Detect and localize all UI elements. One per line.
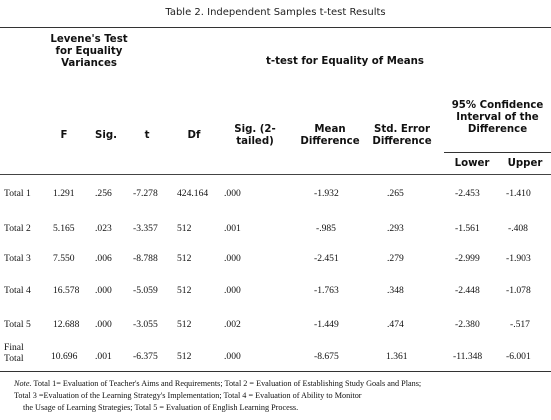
note-line-1: Total 1= Evaluation of Teacher's Aims an… <box>33 379 422 388</box>
cell-sig: .006 <box>95 253 112 264</box>
header-ci: 95% Confidence Interval of the Differenc… <box>451 100 544 135</box>
table-note: Note. Total 1= Evaluation of Teacher's A… <box>14 378 544 414</box>
cell-sig2: .000 <box>224 285 241 296</box>
table-bottom-rule <box>0 371 551 372</box>
cell-sig2: .000 <box>224 188 241 199</box>
cell-t: -3.055 <box>133 319 158 330</box>
table-caption: Table 2. Independent Samples t-test Resu… <box>165 7 386 18</box>
cell-mean-diff: -1.932 <box>314 188 339 199</box>
cell-upper: -.517 <box>510 319 530 330</box>
row-label: Total 2 <box>4 223 31 234</box>
row-label: Total 3 <box>4 253 31 264</box>
cell-t: -3.357 <box>133 223 158 234</box>
cell-se-diff: .265 <box>387 188 404 199</box>
cell-lower: -2.453 <box>455 188 480 199</box>
cell-upper: -.408 <box>508 223 528 234</box>
cell-t: -6.375 <box>133 351 158 362</box>
cell-mean-diff: -2.451 <box>314 253 339 264</box>
cell-sig: .001 <box>95 351 112 362</box>
cell-sig2: .001 <box>224 223 241 234</box>
cell-df: 512 <box>177 351 192 362</box>
cell-f: 12.688 <box>53 319 80 330</box>
cell-lower: -2.380 <box>455 319 480 330</box>
cell-lower: -2.448 <box>455 285 480 296</box>
cell-f: 10.696 <box>51 351 78 362</box>
cell-sig: .023 <box>95 223 112 234</box>
cell-se-diff: .293 <box>387 223 404 234</box>
cell-sig: .000 <box>95 285 112 296</box>
cell-df: 512 <box>177 253 192 264</box>
cell-f: 5.165 <box>53 223 75 234</box>
cell-df: 512 <box>177 319 192 330</box>
header-lower: Lower <box>454 158 490 169</box>
row-label: Total 4 <box>4 285 31 296</box>
header-t: t <box>144 130 150 141</box>
cell-df: 512 <box>177 285 192 296</box>
row-label: Total 5 <box>4 319 31 330</box>
header-upper: Upper <box>507 158 543 169</box>
cell-mean-diff: -1.449 <box>314 319 339 330</box>
cell-sig2: .002 <box>224 319 241 330</box>
note-prefix: Note. <box>14 379 32 388</box>
header-mean-difference: Mean Difference <box>300 124 360 147</box>
header-sig: Sig. <box>95 130 117 141</box>
top-rule <box>0 27 551 28</box>
cell-upper: -1.078 <box>506 285 531 296</box>
cell-upper: -1.410 <box>506 188 531 199</box>
note-line-3: the Usage of Learning Strategies; Total … <box>23 403 299 412</box>
header-bottom-rule <box>0 174 551 175</box>
cell-se-diff: .474 <box>387 319 404 330</box>
cell-df: 512 <box>177 223 192 234</box>
cell-mean-diff: -.985 <box>316 223 336 234</box>
cell-se-diff: .348 <box>387 285 404 296</box>
cell-upper: -6.001 <box>506 351 531 362</box>
cell-f: 7.550 <box>53 253 75 264</box>
cell-upper: -1.903 <box>506 253 531 264</box>
header-ttest: t-test for Equality of Means <box>266 56 424 67</box>
cell-f: 1.291 <box>53 188 75 199</box>
cell-lower: -1.561 <box>455 223 480 234</box>
cell-se-diff: 1.361 <box>386 351 408 362</box>
cell-mean-diff: -8.675 <box>314 351 339 362</box>
header-sig-2tailed: Sig. (2-tailed) <box>234 124 276 147</box>
header-f: F <box>60 130 68 141</box>
cell-t: -8.788 <box>133 253 158 264</box>
cell-lower: -2.999 <box>455 253 480 264</box>
cell-t: -7.278 <box>133 188 158 199</box>
note-line-2: Total 3 =Evaluation of the Learning Stra… <box>14 391 362 400</box>
cell-se-diff: .279 <box>387 253 404 264</box>
row-label: Final Total <box>4 342 24 364</box>
cell-df: 424.164 <box>177 188 209 199</box>
cell-lower: -11.348 <box>453 351 483 362</box>
header-df: Df <box>187 130 201 141</box>
cell-mean-diff: -1.763 <box>314 285 339 296</box>
header-levene: Levene's Test for Equality Variances <box>50 34 128 69</box>
row-label: Total 1 <box>4 188 31 199</box>
cell-f: 16.578 <box>53 285 80 296</box>
ci-subheader-rule <box>444 152 551 153</box>
cell-sig2: .000 <box>224 351 241 362</box>
cell-sig2: .000 <box>224 253 241 264</box>
header-std-error-difference: Std. Error Difference <box>372 124 432 147</box>
cell-t: -5.059 <box>133 285 158 296</box>
cell-sig: .256 <box>95 188 112 199</box>
cell-sig: .000 <box>95 319 112 330</box>
